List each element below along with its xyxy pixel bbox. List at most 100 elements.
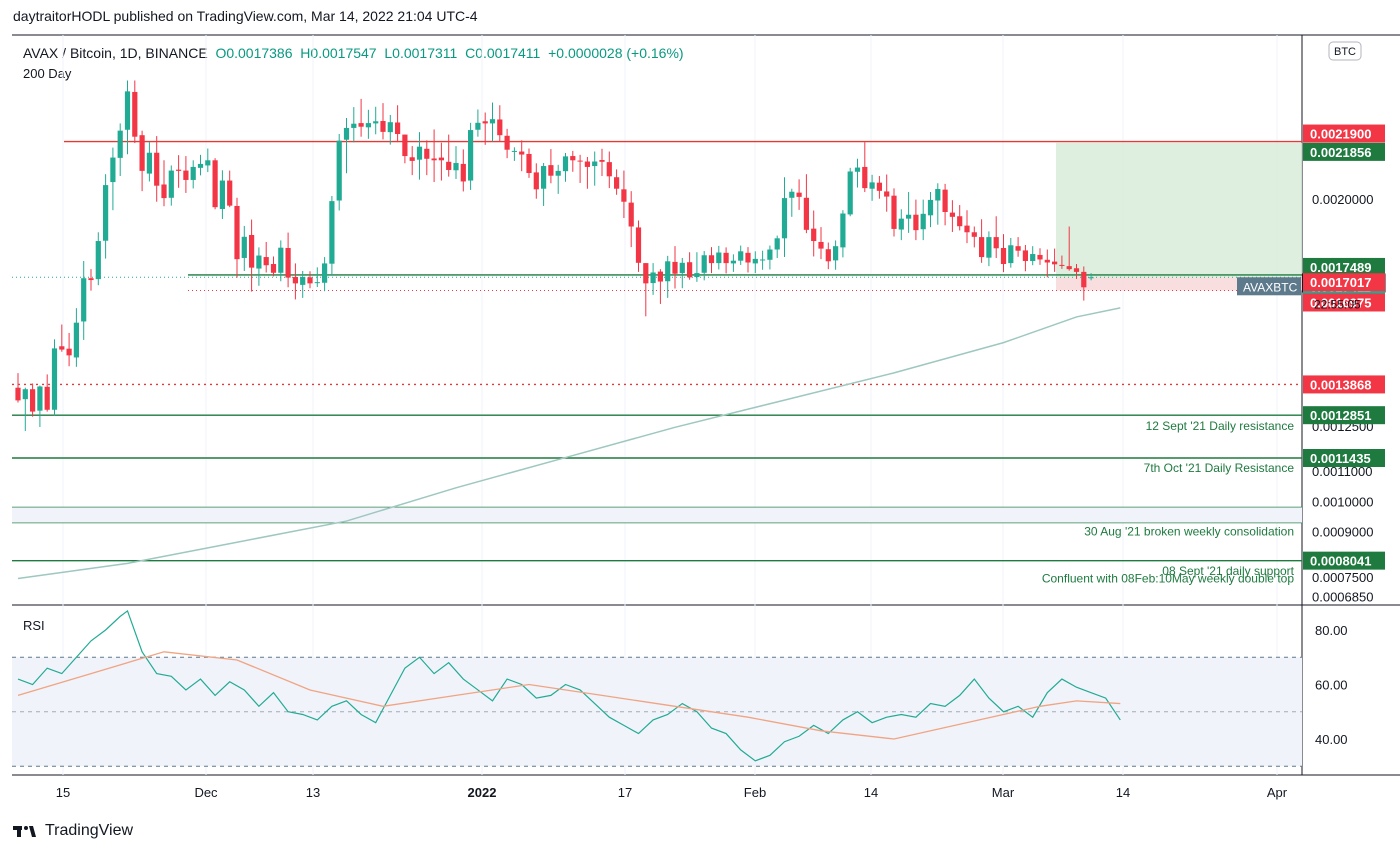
candle-body bbox=[854, 167, 861, 172]
candle-body bbox=[234, 205, 240, 260]
rsi-tick-label: 60.00 bbox=[1315, 678, 1348, 693]
price-tag-box bbox=[1303, 124, 1385, 143]
candle-body bbox=[840, 213, 846, 248]
price-tag-label: 0.0016975 bbox=[1310, 295, 1371, 310]
candle-body bbox=[424, 148, 430, 159]
price-tick-label: 0.0020000 bbox=[1312, 192, 1373, 207]
time-tick-label: 14 bbox=[864, 785, 878, 800]
candle-body bbox=[73, 322, 79, 358]
candle-body bbox=[730, 260, 736, 264]
candle-body bbox=[650, 272, 656, 284]
candle-body bbox=[1052, 261, 1058, 265]
time-tick-label: 2022 bbox=[468, 785, 497, 800]
candle-body bbox=[15, 387, 21, 401]
candle-body bbox=[796, 192, 802, 197]
candle-body bbox=[66, 348, 72, 356]
candle-body bbox=[562, 156, 569, 172]
level-annotation: 7th Oct '21 Daily Resistance bbox=[1144, 461, 1295, 475]
price-tag-box bbox=[1303, 551, 1385, 570]
candle-body bbox=[1059, 264, 1065, 266]
candle-body bbox=[614, 177, 620, 189]
candle-body bbox=[329, 201, 335, 264]
time-tick-label: Dec bbox=[194, 785, 218, 800]
candle-body bbox=[431, 158, 437, 161]
countdown-label: 22:55:05 bbox=[1314, 297, 1361, 311]
candle-body bbox=[30, 389, 36, 412]
candle-body bbox=[1044, 259, 1050, 263]
candle-body bbox=[468, 130, 474, 181]
candle-body bbox=[891, 195, 897, 229]
candle-body bbox=[365, 123, 371, 128]
candle-body bbox=[519, 151, 525, 155]
price-tag-box bbox=[1303, 142, 1385, 161]
candle-body bbox=[781, 198, 788, 239]
rsi-title[interactable]: RSI bbox=[23, 618, 45, 633]
symbol-label[interactable]: AVAX / Bitcoin, 1D, BINANCE bbox=[23, 45, 208, 61]
candle-body bbox=[584, 161, 590, 167]
candle-body bbox=[358, 123, 364, 127]
candle-body bbox=[555, 170, 561, 176]
candle-body bbox=[1008, 245, 1014, 264]
candle-body bbox=[628, 202, 634, 227]
candle-body bbox=[679, 262, 685, 274]
candle-body bbox=[570, 156, 576, 161]
low-value: L0.0017311 bbox=[384, 45, 458, 61]
candle-body bbox=[285, 247, 291, 278]
candle-body bbox=[292, 277, 298, 284]
candle-body bbox=[489, 119, 496, 124]
time-tick-label: 14 bbox=[1116, 785, 1130, 800]
candle-body bbox=[665, 261, 671, 282]
candle-body bbox=[1066, 266, 1072, 270]
candle-body bbox=[847, 171, 853, 215]
time-tick-label: 17 bbox=[618, 785, 632, 800]
candle-body bbox=[635, 227, 642, 263]
rsi-ma-line bbox=[17, 651, 1121, 740]
candle-body bbox=[599, 159, 605, 162]
candle-body bbox=[197, 163, 204, 168]
candle-body bbox=[774, 238, 780, 250]
high-value: H0.0017547 bbox=[300, 45, 377, 61]
rsi-tick-label: 80.00 bbox=[1315, 623, 1348, 638]
candle-body bbox=[723, 252, 729, 264]
candle-body bbox=[577, 160, 583, 162]
candle-body bbox=[322, 263, 328, 283]
ma-legend[interactable]: 200 Day bbox=[23, 66, 72, 81]
candle-body bbox=[387, 122, 393, 133]
candle-body bbox=[22, 389, 28, 400]
candle-body bbox=[1073, 268, 1080, 272]
candle-body bbox=[913, 214, 919, 231]
candle-body bbox=[249, 234, 255, 268]
candle-body bbox=[592, 161, 598, 167]
level-annotation: Confluent with 08Feb:10May weekly double… bbox=[1042, 572, 1294, 586]
footer-brand[interactable]: TradingView bbox=[13, 822, 133, 840]
price-tag-label: 0.0017017 bbox=[1310, 275, 1371, 290]
candle-body bbox=[803, 197, 809, 230]
price-tag-label: 0.0008041 bbox=[1310, 554, 1371, 569]
candle-body bbox=[497, 119, 503, 136]
candle-body bbox=[701, 255, 707, 273]
candle-body bbox=[957, 216, 963, 227]
candle-body bbox=[475, 122, 481, 130]
candle-body bbox=[81, 278, 87, 322]
candle-body bbox=[927, 199, 934, 216]
price-tick-label: 0.0010000 bbox=[1312, 494, 1373, 509]
candle-body bbox=[548, 165, 554, 176]
candle-body bbox=[409, 157, 415, 161]
candle-body bbox=[95, 241, 101, 280]
price-tag-box bbox=[1303, 257, 1385, 276]
candle-body bbox=[482, 121, 488, 124]
candle-body bbox=[716, 252, 722, 264]
candle-body bbox=[1022, 250, 1028, 261]
open-value: O0.0017386 bbox=[215, 45, 293, 61]
price-tick-label: 0.0011000 bbox=[1312, 464, 1373, 479]
candle-body bbox=[687, 262, 693, 278]
candle-body bbox=[395, 122, 401, 134]
candle-body bbox=[1081, 271, 1087, 288]
candle-body bbox=[979, 237, 985, 258]
candle-body bbox=[176, 169, 182, 171]
candle-body bbox=[825, 249, 831, 262]
candle-body bbox=[168, 170, 174, 198]
candle-body bbox=[862, 166, 868, 189]
candle-body bbox=[270, 264, 277, 273]
